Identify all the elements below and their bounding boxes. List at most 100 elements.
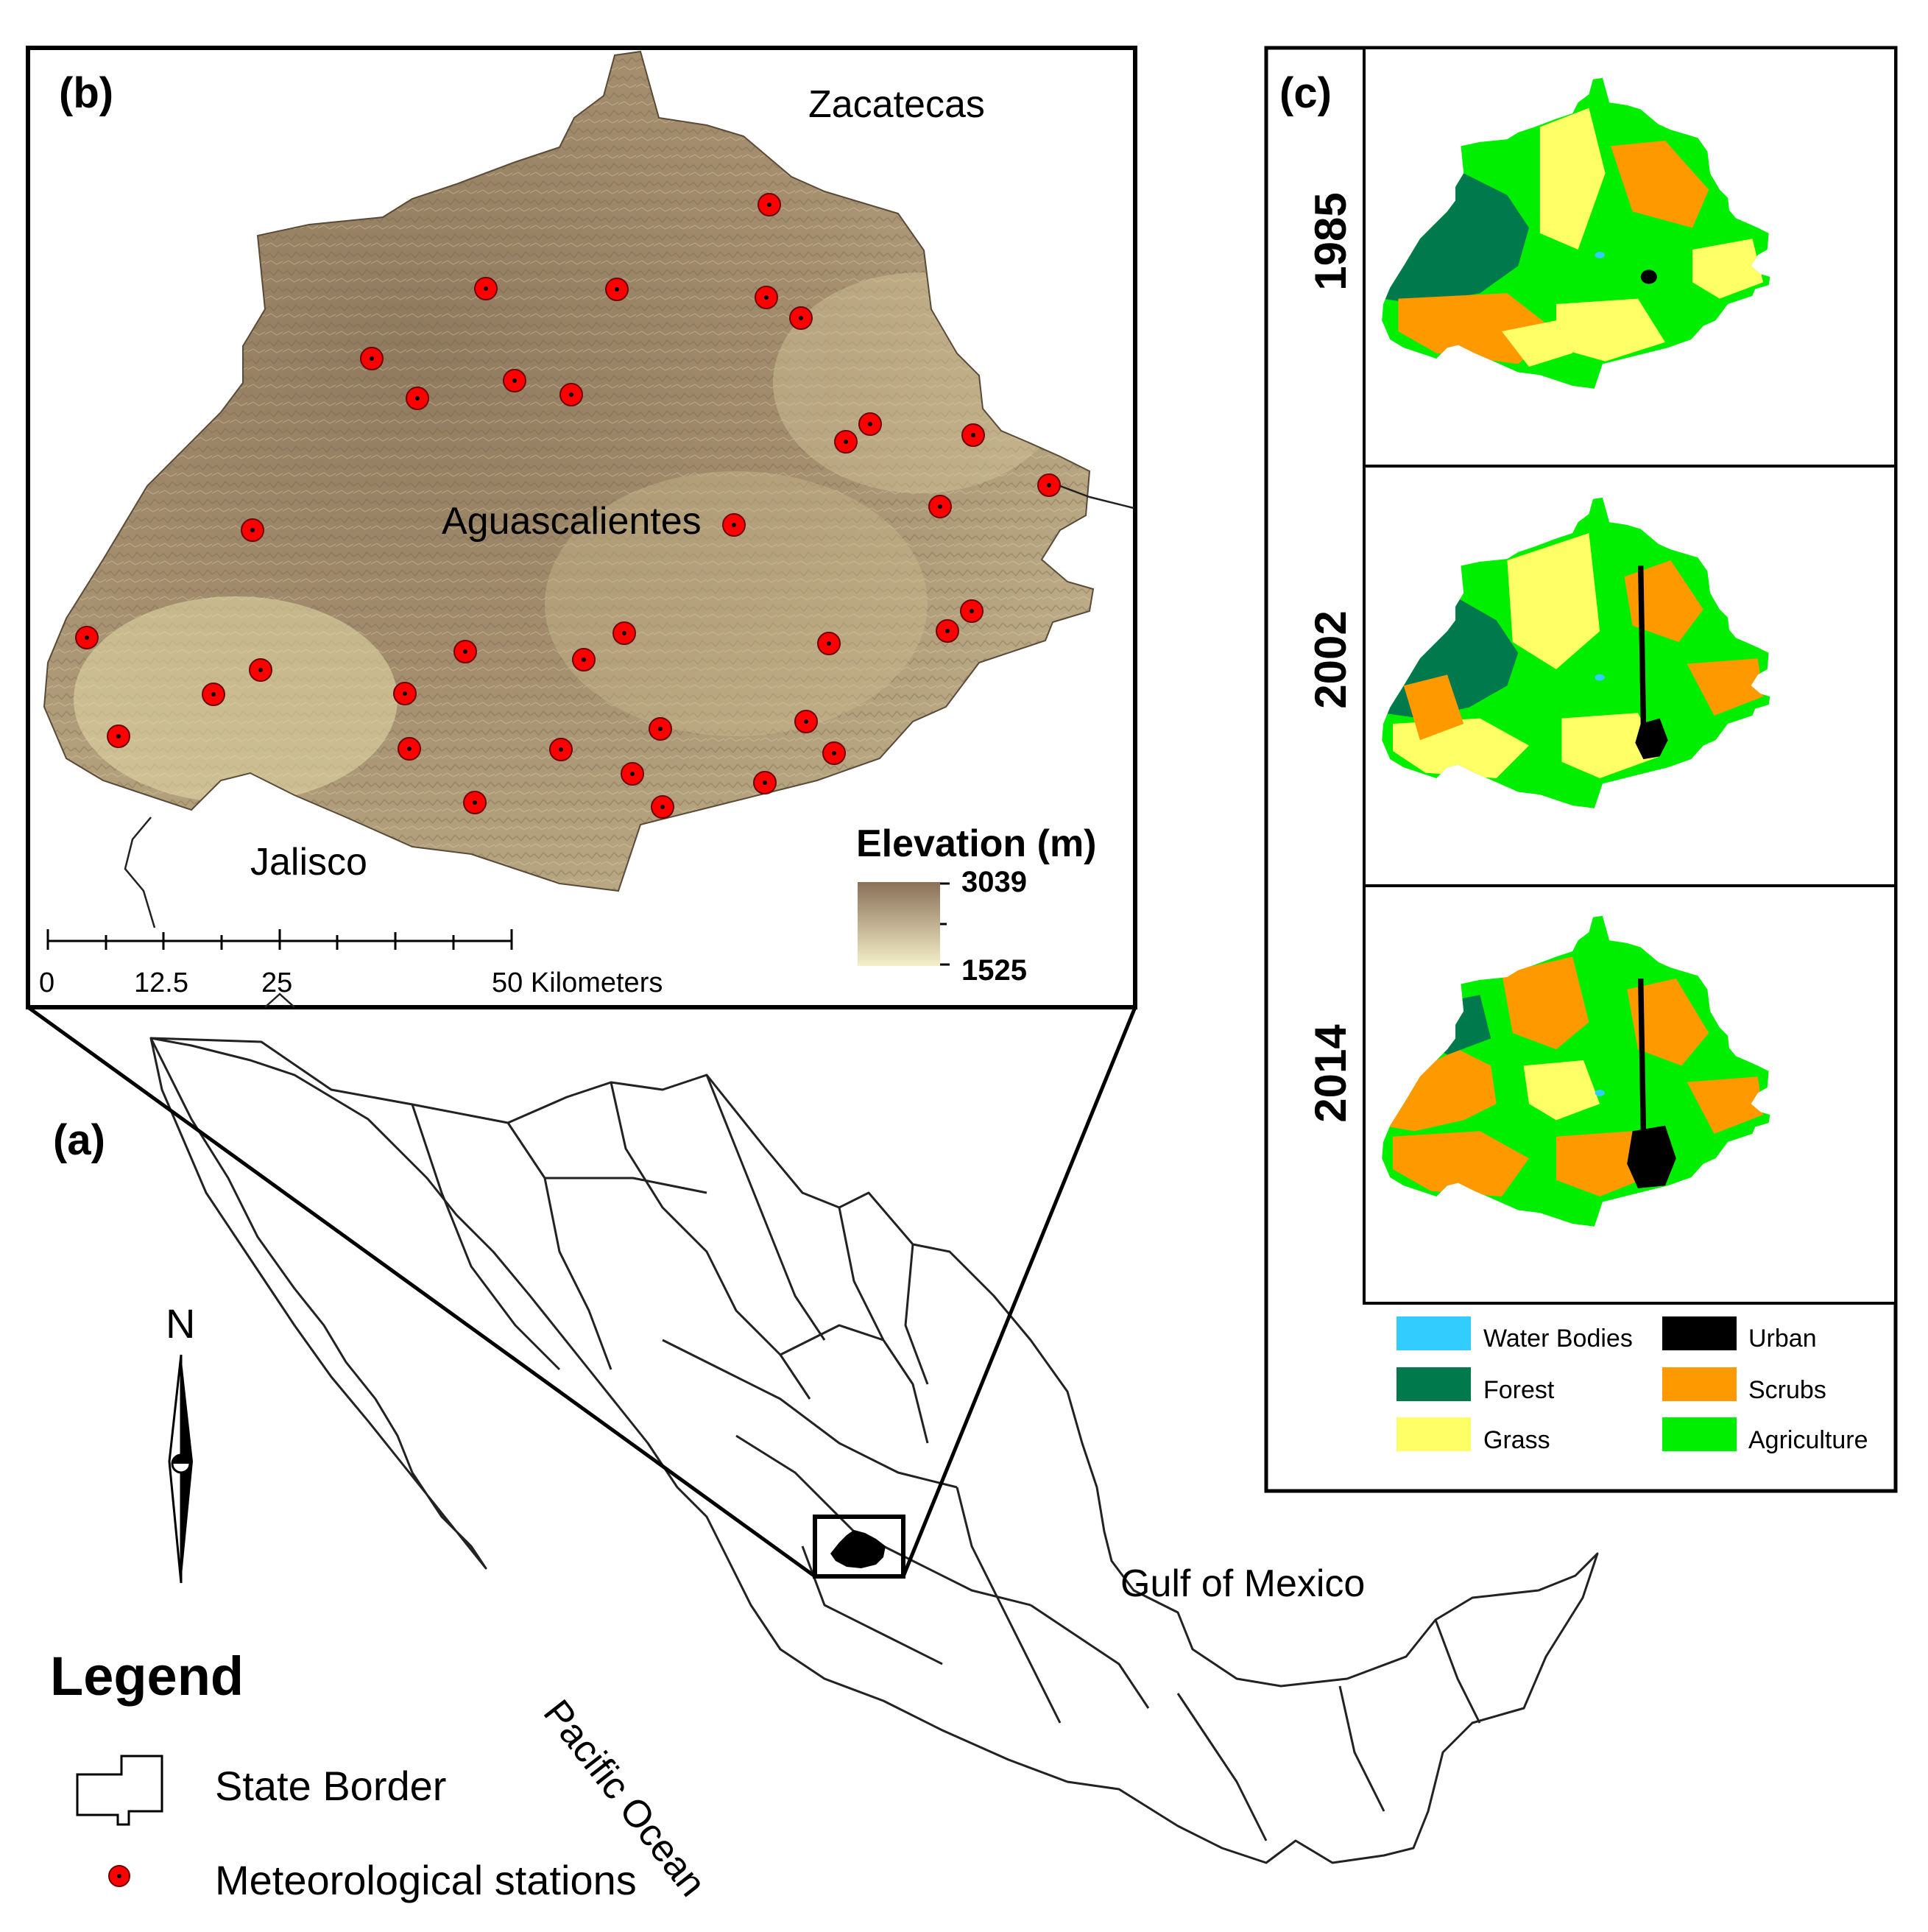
meteorological-station-center: [415, 396, 420, 401]
state-border: [705, 1074, 826, 1341]
scale-unit: Kilometers: [530, 967, 663, 998]
landcover-label-forest: Forest: [1483, 1376, 1555, 1404]
neighbor-borders: [124, 484, 1134, 1008]
meteorological-station-center: [1047, 483, 1051, 487]
label-zacatecas: Zacatecas: [808, 83, 985, 126]
state-border: [506, 1122, 612, 1370]
meteorological-station-center: [559, 747, 563, 752]
landcover-label-grass: Grass: [1483, 1426, 1550, 1454]
meteorological-station-center: [764, 295, 769, 300]
legend-label-state-border: State Border: [215, 1763, 447, 1809]
year-label-2014: 2014: [1306, 1024, 1355, 1123]
landcover-swatch-grass: [1396, 1417, 1471, 1451]
meteorological-stations: [75, 193, 1061, 819]
meteorological-station-center: [473, 800, 477, 805]
meteorological-station-center: [258, 668, 263, 672]
meteorological-station-center: [658, 727, 663, 731]
mexico-state-borders: [149, 1037, 1599, 1864]
label-gulf-of-mexico: Gulf of Mexico: [1120, 1562, 1366, 1605]
landcover-swatch-forest: [1396, 1367, 1471, 1401]
north-arrow: [168, 1354, 193, 1584]
state-border: [610, 1082, 811, 1400]
scale-bar-ticks: [46, 929, 513, 950]
landcover-swatch-agriculture: [1662, 1417, 1737, 1451]
meteorological-station-center: [971, 433, 975, 437]
meteorological-station-center: [116, 734, 121, 738]
meteorological-station-center: [569, 392, 573, 397]
panel-label-a: (a): [53, 1116, 105, 1164]
location-box: [813, 1515, 905, 1579]
scale-label-0: 0: [39, 967, 55, 998]
mexico-outline: [149, 1037, 1599, 1864]
state-border: [1030, 1604, 1150, 1709]
state-border: [124, 817, 156, 928]
meteorological-station-center: [844, 440, 848, 444]
state-border: [545, 1177, 707, 1194]
panel-label-b: (b): [59, 69, 114, 117]
meteorological-station-center: [827, 641, 831, 646]
elevation-ramp-ticks: [940, 882, 950, 966]
meteorological-station-center: [767, 202, 771, 207]
scale-label-50: 50 Kilometers: [492, 969, 663, 997]
landcover-label-urban: Urban: [1748, 1325, 1817, 1353]
state-border: [1176, 1693, 1268, 1841]
landcover-swatch-urban: [1662, 1316, 1737, 1350]
elevation-color-ramp: [858, 882, 940, 966]
legend-title: Legend: [50, 1646, 244, 1707]
state-border: [956, 1487, 1062, 1724]
baja-california: [149, 1037, 487, 1570]
landcover-label-scrubs: Scrubs: [1748, 1376, 1826, 1404]
meteorological-station-center: [868, 422, 872, 426]
scale-label-12.5: 12.5: [134, 967, 188, 998]
state-border-legend-icon: [76, 1755, 163, 1826]
elevation-min-label: 1525: [961, 954, 1027, 987]
state-border: [264, 993, 295, 1008]
state-border: [1338, 1685, 1385, 1812]
year-label-2002: 2002: [1306, 610, 1355, 709]
inset-connector-lines: [27, 1005, 1137, 1579]
meteorological-station-center: [732, 523, 736, 527]
meteorological-station-center: [630, 772, 635, 776]
meteorological-station-center: [403, 691, 407, 696]
state-border: [838, 1207, 929, 1444]
state-border: [662, 1339, 958, 1489]
meteorological-station-center: [832, 751, 836, 755]
station-legend-dot: [117, 1874, 121, 1878]
landcover-map-2014: [1382, 915, 1770, 1227]
connector-line-left: [27, 1005, 816, 1579]
elevation-legend-title: Elevation (m): [856, 822, 1097, 865]
meteorological-station-center: [211, 692, 216, 697]
state-border: [411, 1104, 561, 1371]
meteorological-station-center: [484, 286, 488, 291]
landcover-swatch-water-bodies: [1396, 1316, 1471, 1350]
landcover-legend-swatches: [1396, 1316, 1737, 1451]
landcover-label-water-bodies: Water Bodies: [1483, 1325, 1633, 1353]
scale-bar: [46, 929, 513, 950]
meteorological-station-center: [615, 287, 619, 292]
landcover-swatch-scrubs: [1662, 1367, 1737, 1401]
meteorological-station-center: [660, 805, 665, 809]
meteorological-station-center: [407, 747, 412, 751]
meteorological-station-center: [463, 649, 467, 654]
state-border: [1434, 1619, 1481, 1724]
meteorological-station-center: [938, 504, 942, 509]
elevation-max-label: 3039: [961, 866, 1027, 898]
meteorological-station-center: [85, 635, 89, 640]
scale-label-25: 25: [261, 967, 293, 998]
north-arrow-label: N: [166, 1300, 196, 1347]
meteorological-station-center: [250, 528, 255, 532]
landcover-label-agriculture: Agriculture: [1748, 1426, 1868, 1454]
aguascalientes-locator: [830, 1530, 886, 1568]
meteorological-station-center: [945, 629, 950, 633]
meteorological-station-center: [582, 657, 586, 662]
connector-line-right: [901, 1006, 1137, 1577]
meteorological-station-center: [763, 780, 767, 785]
label-jalisco: Jalisco: [250, 841, 367, 884]
meteorological-station-center: [512, 378, 517, 383]
state-border: [1059, 484, 1134, 510]
label-aguascalientes: Aguascalientes: [442, 500, 702, 543]
meteorological-station-center: [804, 719, 808, 724]
meteorological-station-center: [799, 316, 803, 320]
